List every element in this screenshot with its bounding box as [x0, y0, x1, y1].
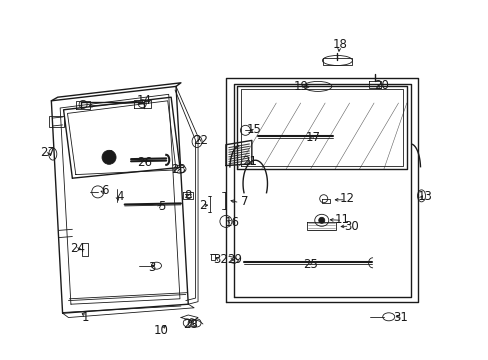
Text: 28: 28: [183, 318, 198, 331]
Circle shape: [318, 217, 324, 223]
Text: 3: 3: [147, 261, 155, 274]
Text: 15: 15: [246, 123, 261, 136]
Text: 21: 21: [242, 156, 256, 168]
Text: 18: 18: [332, 38, 346, 51]
Text: 32: 32: [213, 253, 228, 266]
Text: 6: 6: [101, 184, 109, 197]
Text: 4: 4: [116, 190, 123, 203]
Text: 31: 31: [393, 311, 407, 324]
Text: 30: 30: [343, 220, 358, 233]
Text: 23: 23: [171, 163, 185, 176]
Text: 19: 19: [293, 80, 307, 93]
Text: 5: 5: [157, 201, 165, 213]
Text: 10: 10: [154, 324, 168, 337]
Text: 16: 16: [224, 216, 239, 229]
Text: 8: 8: [184, 189, 192, 202]
Text: 27: 27: [41, 147, 55, 159]
Text: 9: 9: [106, 149, 114, 162]
Text: 26: 26: [137, 156, 151, 169]
Circle shape: [102, 150, 116, 164]
Text: 13: 13: [417, 190, 432, 203]
Circle shape: [105, 153, 113, 161]
Text: 29: 29: [227, 253, 242, 266]
Text: 12: 12: [339, 192, 354, 205]
Text: 14: 14: [137, 94, 151, 107]
Text: 1: 1: [81, 311, 89, 324]
Bar: [49, 116, 63, 127]
Text: 24: 24: [70, 242, 84, 255]
Text: 2: 2: [199, 199, 206, 212]
Text: 11: 11: [334, 213, 349, 226]
Text: 7: 7: [240, 195, 248, 208]
Text: 25: 25: [303, 258, 317, 271]
Text: 22: 22: [193, 134, 207, 147]
Text: 17: 17: [305, 131, 320, 144]
Text: 20: 20: [373, 79, 388, 92]
